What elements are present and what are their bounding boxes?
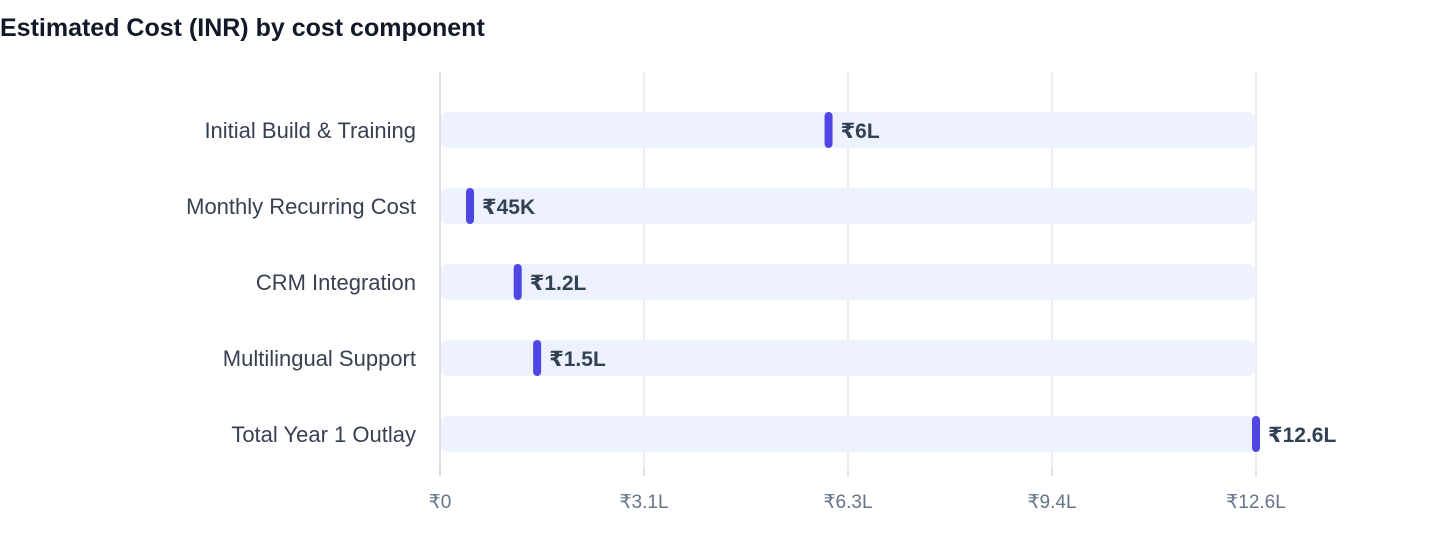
axis-layer [439, 72, 1257, 476]
x-tick-label: ₹0 [429, 492, 452, 513]
label-layer: ₹0 ₹3.1L ₹6.3L ₹9.4L ₹12.6L Initial Build & T… [186, 118, 1336, 513]
category-label: CRM Integration [256, 270, 416, 295]
value-label: ₹1.5L [549, 348, 606, 371]
value-marker [1252, 416, 1260, 452]
bar-track [440, 340, 1256, 376]
track-layer [440, 112, 1256, 452]
value-label: ₹12.6L [1268, 424, 1336, 447]
bar-track [440, 264, 1256, 300]
value-marker [513, 264, 522, 300]
category-label: Multilingual Support [223, 346, 416, 371]
bar-track [440, 112, 1256, 148]
value-label: ₹1.2L [530, 272, 587, 295]
category-label: Total Year 1 Outlay [231, 422, 416, 447]
value-label: ₹6L [841, 120, 880, 143]
value-marker [824, 112, 833, 148]
x-tick-label: ₹6.3L [823, 492, 872, 513]
x-tick-label: ₹12.6L [1226, 492, 1286, 513]
marker-layer [466, 112, 1260, 452]
bar-track [440, 416, 1256, 452]
category-label: Monthly Recurring Cost [186, 194, 416, 219]
bar-track [440, 188, 1256, 224]
category-label: Initial Build & Training [204, 118, 416, 143]
x-tick-label: ₹3.1L [619, 492, 668, 513]
value-label: ₹45K [482, 196, 535, 219]
value-marker [533, 340, 542, 376]
x-tick-label: ₹9.4L [1027, 492, 1076, 513]
chart-title: Estimated Cost (INR) by cost component [0, 14, 485, 42]
value-marker [466, 188, 474, 224]
